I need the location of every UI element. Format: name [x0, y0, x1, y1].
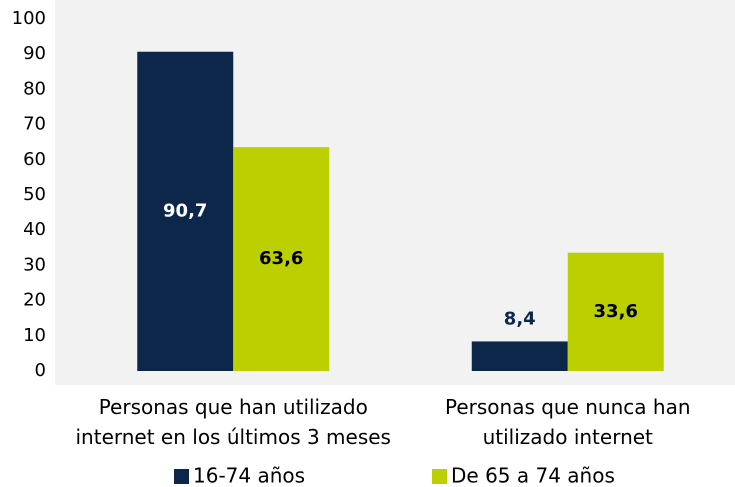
y-tick-label: 100	[12, 8, 46, 29]
y-tick-label: 70	[23, 114, 46, 135]
legend-label: De 65 a 74 años	[451, 464, 615, 487]
data-label: 33,6	[594, 301, 638, 322]
data-label: 90,7	[163, 200, 207, 221]
y-tick-label: 0	[35, 360, 46, 381]
y-tick-label: 50	[23, 184, 46, 205]
data-label: 63,6	[259, 248, 303, 269]
y-tick-label: 60	[23, 149, 46, 170]
y-tick-label: 90	[23, 43, 46, 64]
y-tick-label: 20	[23, 290, 46, 311]
y-tick-label: 40	[23, 219, 46, 240]
bar	[137, 51, 234, 372]
bar	[233, 147, 330, 371]
legend-label: 16-74 años	[193, 464, 305, 487]
y-tick-label: 10	[23, 325, 46, 346]
legend-swatch	[432, 469, 447, 484]
bar	[567, 252, 664, 371]
legend-swatch	[174, 469, 189, 484]
bar	[471, 341, 568, 371]
x-tick-label: Personas que han utilizado internet en l…	[75, 395, 391, 449]
x-tick-label: Personas que nunca han utilizado interne…	[444, 395, 691, 449]
data-label: 8,4	[504, 308, 536, 329]
y-tick-label: 80	[23, 78, 46, 99]
y-tick-label: 30	[23, 254, 46, 275]
